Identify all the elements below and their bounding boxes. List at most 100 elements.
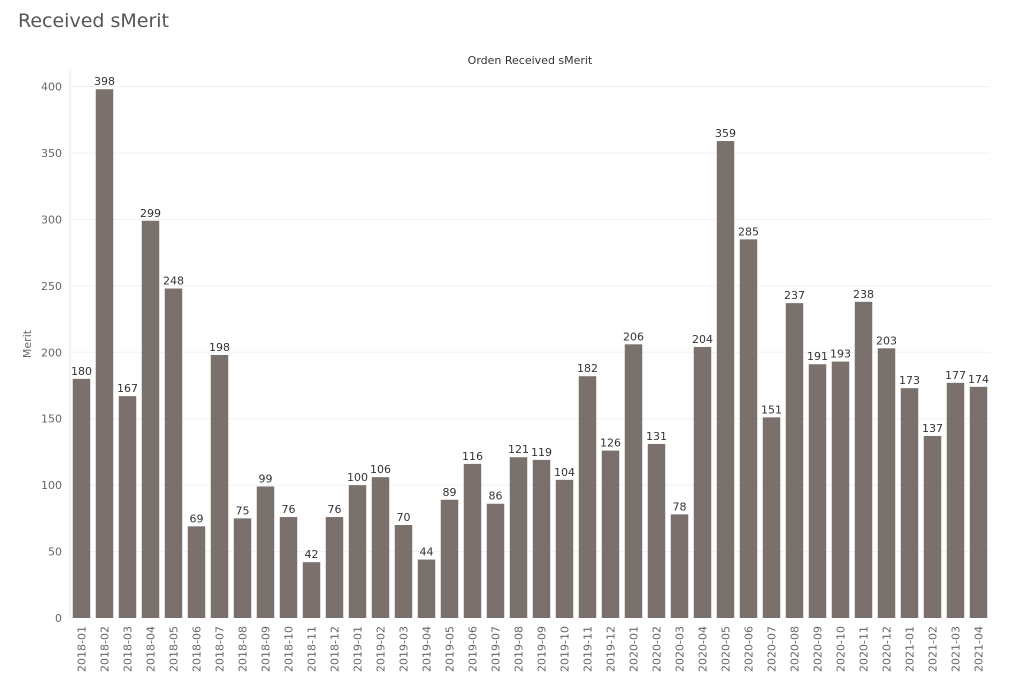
bar: [141, 220, 160, 618]
x-tick-label: 2020-03: [674, 626, 687, 672]
bar-value-label: 398: [94, 75, 115, 88]
y-tick-label: 300: [41, 213, 62, 226]
bar-value-label: 238: [853, 288, 874, 301]
bar-value-label: 204: [692, 333, 713, 346]
bar-value-label: 203: [876, 334, 897, 347]
bar-value-label: 198: [209, 341, 230, 354]
bar-value-label: 126: [600, 437, 621, 450]
y-tick-label: 100: [41, 479, 62, 492]
bar-value-label: 131: [646, 430, 667, 443]
x-tick-label: 2018-04: [145, 626, 158, 672]
bar-value-label: 99: [259, 472, 273, 485]
x-tick-label: 2020-07: [766, 626, 779, 672]
bar: [693, 346, 712, 618]
x-tick-label: 2021-03: [950, 626, 963, 672]
bar: [532, 459, 551, 618]
y-tick-label: 0: [55, 612, 62, 625]
x-tick-label: 2020-10: [835, 626, 848, 672]
bar-value-label: 173: [899, 374, 920, 387]
x-tick-label: 2019-08: [513, 626, 526, 672]
bar: [348, 485, 367, 618]
bar: [233, 518, 252, 618]
bar: [785, 303, 804, 618]
bar: [716, 141, 735, 619]
x-tick-label: 2018-12: [329, 626, 342, 672]
bar: [578, 376, 597, 618]
bar-value-label: 137: [922, 422, 943, 435]
bar: [72, 378, 91, 618]
x-tick-label: 2020-01: [628, 626, 641, 672]
bar-value-label: 69: [190, 512, 204, 525]
bar: [762, 417, 781, 618]
bar: [486, 503, 505, 618]
x-tick-label: 2020-04: [697, 626, 710, 672]
bar: [854, 301, 873, 618]
x-tick-label: 2021-04: [973, 626, 986, 672]
bar: [647, 443, 666, 618]
bar: [256, 486, 275, 618]
bar: [440, 499, 459, 618]
x-tick-label: 2019-06: [467, 626, 480, 672]
gridlines: [70, 86, 990, 553]
bar-value-label: 285: [738, 225, 759, 238]
bars: [72, 89, 988, 619]
bar: [394, 525, 413, 618]
bar: [923, 435, 942, 618]
bar-value-label: 42: [305, 548, 319, 561]
bar: [371, 477, 390, 618]
x-tick-label: 2019-05: [444, 626, 457, 672]
bar-value-label: 76: [282, 503, 296, 516]
bar-value-label: 206: [623, 330, 644, 343]
x-tick-label: 2019-09: [536, 626, 549, 672]
bar: [601, 450, 620, 618]
x-tick-label: 2019-12: [605, 626, 618, 672]
bar: [210, 354, 229, 618]
x-tick-label: 2019-01: [352, 626, 365, 672]
bar: [417, 559, 436, 618]
bar: [946, 382, 965, 618]
page-title: Received sMerit: [18, 10, 170, 32]
bar: [463, 463, 482, 618]
bar: [877, 348, 896, 618]
bar-value-label: 100: [347, 471, 368, 484]
bar-value-label: 106: [370, 463, 391, 476]
bar-value-label: 177: [945, 369, 966, 382]
bar-value-label: 191: [807, 350, 828, 363]
y-axis-label: Merit: [21, 329, 34, 358]
bar: [95, 89, 114, 618]
x-tick-label: 2019-03: [398, 626, 411, 672]
x-tick-label: 2018-01: [76, 626, 89, 672]
x-tick-label: 2020-06: [743, 626, 756, 672]
bar-value-label: 248: [163, 275, 184, 288]
x-tick-label: 2020-08: [789, 626, 802, 672]
bar-value-label: 167: [117, 382, 138, 395]
x-tick-label: 2018-06: [191, 626, 204, 672]
bar: [325, 517, 344, 618]
bar: [739, 239, 758, 618]
x-tick-label: 2021-01: [904, 626, 917, 672]
bar: [509, 457, 528, 618]
x-tick-label: 2018-09: [260, 626, 273, 672]
bar: [555, 479, 574, 618]
x-tick-label: 2019-11: [582, 626, 595, 672]
x-tick-label: 2020-09: [812, 626, 825, 672]
bar-value-label: 359: [715, 127, 736, 140]
x-tick-label: 2018-10: [283, 626, 296, 672]
y-tick-label: 350: [41, 147, 62, 160]
x-tick-label: 2019-07: [490, 626, 503, 672]
y-tick-label: 250: [41, 280, 62, 293]
x-tick-label: 2018-11: [306, 626, 319, 672]
x-tick-label: 2020-12: [881, 626, 894, 672]
bar: [187, 526, 206, 618]
bar-value-label: 116: [462, 450, 483, 463]
bar: [118, 396, 137, 618]
bar: [900, 388, 919, 618]
bar-value-label: 237: [784, 289, 805, 302]
bar-value-label: 104: [554, 466, 575, 479]
x-tick-label: 2020-11: [858, 626, 871, 672]
y-tick-label: 400: [41, 81, 62, 94]
bar-value-label: 89: [443, 486, 457, 499]
bar-value-label: 193: [830, 348, 851, 361]
